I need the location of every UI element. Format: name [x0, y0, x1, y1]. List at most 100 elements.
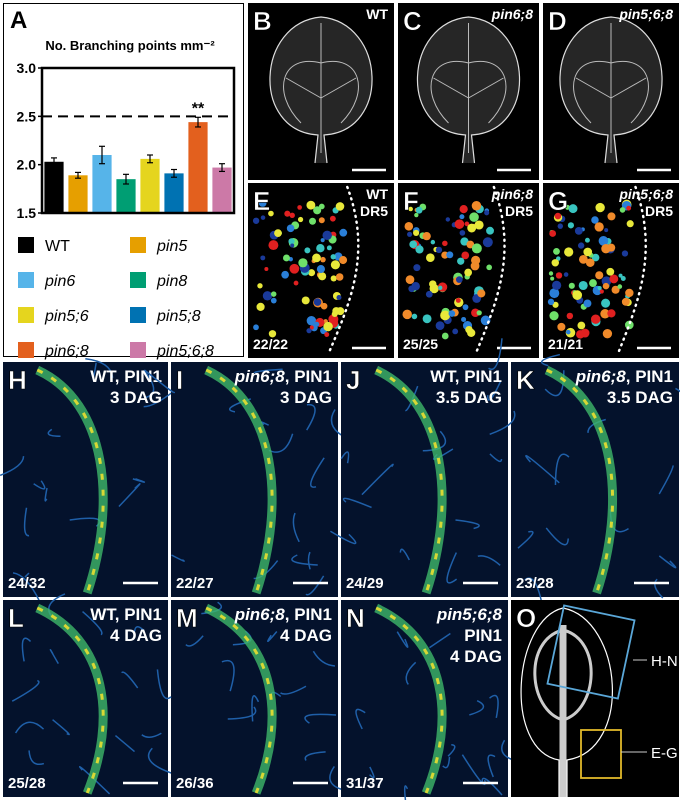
label-part: pin6;8 [491, 6, 533, 22]
vein [283, 23, 359, 153]
signal-dot [289, 212, 295, 219]
signal-dot [549, 311, 559, 321]
cell-outline [291, 554, 318, 566]
signal-dot [466, 240, 475, 249]
vein-signal [374, 603, 447, 795]
signal-dot [455, 276, 463, 283]
signal-dot [309, 217, 317, 225]
signal-dot [422, 314, 432, 324]
tissue [511, 362, 679, 597]
signal-dot [402, 309, 412, 320]
panel-label: pin6;8, PIN1 [575, 367, 673, 386]
label-part: pin5;6;8 [436, 605, 503, 624]
panel-letter: L [8, 603, 24, 633]
signal-dot [580, 328, 590, 338]
signal-dot [409, 240, 418, 249]
cell-outline [21, 637, 32, 662]
legend-swatch [18, 237, 34, 253]
signal-dot [606, 267, 615, 276]
signal-dot [326, 245, 332, 251]
error-bar [147, 154, 153, 164]
label-part: DR5 [505, 203, 533, 219]
signal-dot [435, 246, 443, 254]
cell-outline [446, 552, 458, 584]
label-part: WT [366, 6, 388, 22]
cell-outline [132, 478, 146, 483]
signal-dot [290, 243, 295, 248]
cell-outline [118, 483, 141, 508]
cell-outline [540, 353, 561, 367]
panel-letter: F [403, 186, 419, 216]
signal-dot [557, 223, 564, 229]
signal-dot [457, 257, 465, 265]
error-bar [195, 116, 201, 128]
signal-dot [268, 240, 279, 251]
label-part: pin6;8 [575, 367, 627, 386]
signal-dot [552, 301, 559, 308]
legend-swatch [130, 342, 146, 358]
cell-outline [305, 575, 325, 596]
signal-dot [455, 297, 461, 303]
signal-dot [323, 321, 333, 332]
signal-dot [313, 206, 322, 215]
sample-count: 25/28 [8, 775, 46, 792]
cell-outline [114, 734, 136, 753]
signal-dot [554, 212, 562, 220]
panel-label: pin5;6;8 [618, 186, 673, 202]
signal-dot [318, 203, 325, 210]
signal-dot [577, 242, 585, 249]
tissue [3, 362, 168, 597]
cell-outline [12, 572, 41, 602]
panel-label: 4 DAG [280, 626, 332, 645]
legend-label: pin5;6;8 [156, 343, 214, 360]
panel-label: PIN1 [464, 626, 502, 645]
signal-dot [335, 273, 344, 281]
panel-label: pin6;8 [491, 186, 533, 202]
bar [212, 167, 232, 213]
signal-dot [404, 222, 414, 231]
cell-outline [399, 548, 410, 561]
cell-outline [14, 721, 45, 734]
signal-dot [604, 228, 609, 233]
cell-outline [525, 454, 560, 484]
label-part: DR5 [645, 203, 673, 219]
signal-dot [258, 199, 267, 208]
cell-outline [156, 669, 172, 700]
panel-label: 3 DAG [110, 388, 162, 407]
vein-signal [35, 603, 108, 795]
signal-dot [270, 291, 277, 297]
vein-signal [204, 603, 277, 795]
signal-dot [331, 310, 338, 317]
cell-outline [33, 480, 46, 490]
tissue [171, 600, 338, 797]
signal-dot [557, 322, 566, 331]
tissue [341, 362, 508, 597]
vein-core [36, 368, 105, 594]
signal-dot [408, 285, 415, 293]
signal-dot [471, 243, 482, 254]
label-part: 3 DAG [110, 388, 162, 407]
signal-dot [425, 290, 433, 298]
label-part: DR5 [360, 203, 388, 219]
box-hn [546, 604, 636, 700]
signal-dot [578, 280, 588, 291]
signal-dot [462, 304, 469, 311]
signal-dot [471, 201, 482, 211]
box-label: E-G [651, 745, 678, 762]
legend-swatch [18, 307, 34, 323]
signal-dot [471, 308, 480, 318]
label-part: 3.5 DAG [607, 388, 673, 407]
signal-dot [563, 272, 569, 277]
cell-outline [487, 754, 496, 778]
signal-dot [286, 224, 295, 233]
signal-dot [446, 251, 454, 259]
cell-outline [422, 430, 447, 452]
cell-outline [121, 671, 139, 689]
panel-label: 3 DAG [280, 388, 332, 407]
signal-dot [452, 328, 459, 335]
legend-swatch [130, 307, 146, 323]
cell-outline [447, 744, 456, 757]
vein-core [375, 368, 444, 594]
cell-outline [44, 487, 48, 502]
signal-dot [422, 231, 431, 241]
